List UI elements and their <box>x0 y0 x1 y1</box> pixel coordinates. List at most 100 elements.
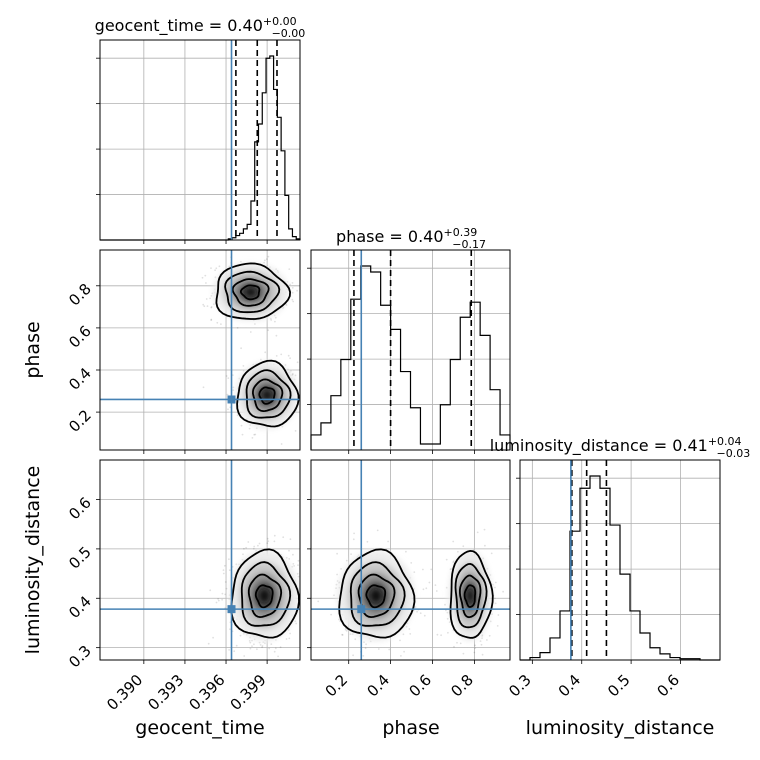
sample-point <box>218 265 221 268</box>
sample-point <box>253 433 256 436</box>
sample-point <box>340 568 342 570</box>
sample-point <box>273 540 276 543</box>
sample-point <box>242 632 245 635</box>
sample-point <box>263 261 265 264</box>
contour-line <box>247 573 283 619</box>
sample-point <box>481 637 483 639</box>
sample-point <box>494 602 497 605</box>
sample-point <box>434 584 437 586</box>
quantile-and-truth-layer <box>100 40 608 660</box>
y-tick-label-phase: 0.4 <box>65 364 95 394</box>
sample-point <box>242 465 244 467</box>
sample-point <box>227 408 229 411</box>
sample-point <box>296 289 298 292</box>
y-axis-label-luminosity-distance: luminosity_distance <box>22 466 44 655</box>
sample-point <box>446 617 449 620</box>
sample-point <box>255 427 258 429</box>
contour-line <box>245 369 292 419</box>
panel-frame-phase-hist <box>310 249 511 451</box>
sample-point <box>489 574 492 576</box>
sample-point <box>226 393 229 396</box>
sample-point <box>215 601 218 604</box>
sample-point <box>264 351 267 354</box>
sample-point <box>215 267 218 270</box>
contour-line <box>240 561 292 627</box>
histogram-luminosity_distance <box>520 475 720 661</box>
sample-point <box>222 569 225 571</box>
sample-point <box>254 323 256 325</box>
sample-point <box>259 644 262 646</box>
sample-point <box>305 294 307 296</box>
sample-point <box>353 532 355 535</box>
sample-point <box>251 645 253 647</box>
x-tick-label-luminosity_distance: 0.6 <box>653 671 683 701</box>
sample-point <box>450 568 453 570</box>
sample-point <box>221 598 224 601</box>
y-tick-label-luminosity_distance: 0.6 <box>65 494 95 524</box>
sample-point <box>229 628 231 631</box>
sample-point <box>286 281 289 283</box>
sample-point <box>285 303 288 306</box>
sample-point <box>317 600 320 603</box>
sample-point <box>270 319 273 321</box>
sample-point <box>210 318 213 321</box>
contours-phase-vs-luminosity_distance <box>338 548 494 639</box>
sample-point <box>481 653 484 656</box>
sample-point <box>494 597 496 600</box>
sample-point <box>228 569 231 572</box>
histogram-phase <box>310 265 511 450</box>
sample-point <box>462 652 465 655</box>
sample-point <box>212 636 215 639</box>
sample-point <box>335 587 337 590</box>
sample-point <box>202 386 205 389</box>
sample-point <box>210 319 213 321</box>
sample-point <box>251 639 253 642</box>
contour-line <box>224 270 281 314</box>
sample-point <box>258 542 261 545</box>
sample-point <box>267 329 270 332</box>
sample-point <box>402 633 405 636</box>
sample-point <box>232 389 235 392</box>
sample-point <box>291 287 294 289</box>
sample-point <box>261 645 264 647</box>
sample-point <box>225 375 228 377</box>
sample-point <box>288 558 291 560</box>
sample-point <box>274 647 277 650</box>
sample-point <box>490 552 493 555</box>
sample-point <box>303 380 305 382</box>
sample-point <box>297 559 300 562</box>
sample-point <box>377 661 379 663</box>
sample-point <box>248 427 251 430</box>
sample-point <box>459 642 462 645</box>
sample-point <box>228 598 231 600</box>
sample-point <box>291 291 294 294</box>
sample-point <box>303 595 305 597</box>
sample-point <box>270 643 273 645</box>
sample-point <box>236 414 239 417</box>
y-tick-label-luminosity_distance: 0.5 <box>65 543 95 573</box>
sample-point <box>291 565 294 568</box>
sample-point <box>492 583 494 586</box>
sample-point <box>304 398 306 400</box>
sample-point <box>338 618 340 621</box>
grid-layer <box>100 40 720 660</box>
sample-point <box>247 541 250 543</box>
contour-line <box>349 561 406 627</box>
sample-point <box>282 536 285 539</box>
sample-point <box>267 255 270 258</box>
sample-point <box>221 592 224 595</box>
sample-point <box>445 586 448 589</box>
sample-point <box>425 587 428 590</box>
sample-point <box>224 581 227 583</box>
x-tick-label-geocent_time: 0.390 <box>103 671 146 714</box>
y-tick-label-phase: 0.6 <box>65 322 95 352</box>
sample-point <box>260 358 262 361</box>
sample-point <box>217 598 220 600</box>
sample-point <box>279 646 282 649</box>
sample-point <box>300 660 302 662</box>
density-level <box>370 588 382 603</box>
sample-point <box>363 641 365 643</box>
sample-point <box>388 648 391 651</box>
sample-point <box>254 433 257 436</box>
sample-point <box>497 614 500 616</box>
